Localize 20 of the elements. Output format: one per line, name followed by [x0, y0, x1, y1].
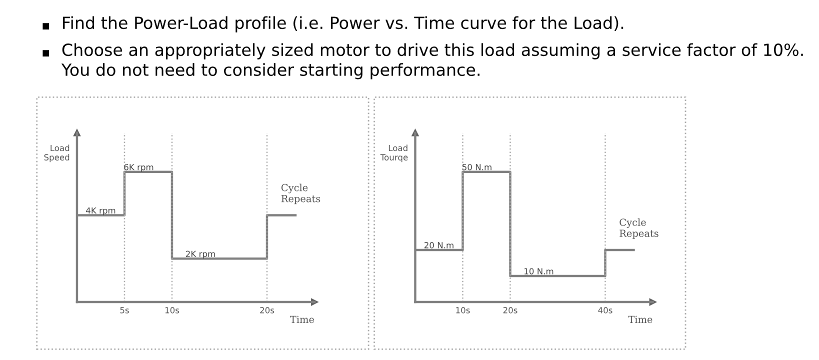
- x-tick-label: 10s: [456, 307, 470, 314]
- y-axis-title: Load Speed: [44, 144, 70, 162]
- x-tick-label: 20s: [503, 307, 518, 314]
- annotation: Cycle Repeats: [620, 218, 658, 239]
- annotation: Cycle Repeats: [281, 184, 320, 204]
- y-axis-title: Load Tourqe: [380, 144, 408, 162]
- data-label: 10 N.m: [524, 268, 554, 274]
- text: Choose an appropriately sized motor to drive this load assuming a service factor of 10%. You do not need to consider starting performance.: [61, 43, 803, 80]
- data-label: 2K rpm: [186, 250, 215, 259]
- x-tick-label: 40s: [598, 307, 612, 314]
- x-tick-label: 20s: [260, 307, 274, 314]
- x-axis-title: Time: [628, 316, 652, 324]
- x-axis-title: Time: [290, 316, 314, 324]
- text: Find the Power-Load profile (i.e. Power vs. Time curve for the Load).: [63, 16, 624, 32]
- data-label: 6K rpm: [124, 164, 154, 172]
- data-label: 4K rpm: [86, 207, 116, 216]
- x-tick-label: 5s: [120, 307, 129, 314]
- data-label: 50 N.m: [462, 164, 492, 170]
- data-label: 20 N.m: [424, 242, 454, 248]
- x-tick-label: 10s: [165, 307, 180, 314]
